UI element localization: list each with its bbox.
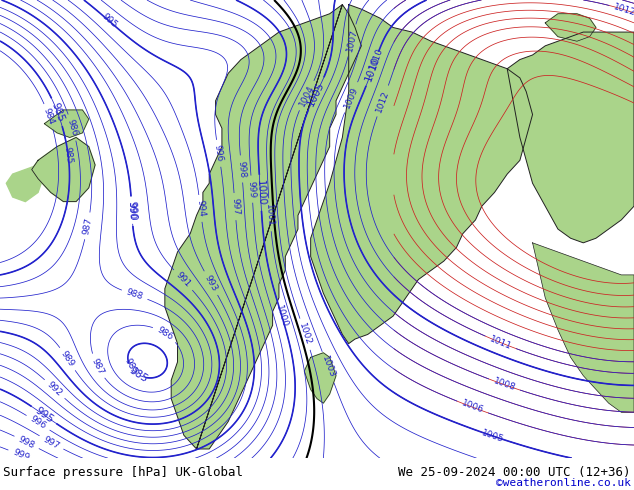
Text: 1001: 1001 [264,203,275,227]
Text: 1012: 1012 [613,2,634,18]
Text: Surface pressure [hPa] UK-Global: Surface pressure [hPa] UK-Global [3,466,243,479]
Text: 998: 998 [17,435,36,450]
Text: 985: 985 [127,365,150,384]
Text: 1012: 1012 [375,89,391,113]
Text: 1008: 1008 [492,377,517,393]
Text: 998: 998 [236,160,247,178]
Text: ©weatheronline.co.uk: ©weatheronline.co.uk [496,478,631,489]
Text: 1000: 1000 [255,179,266,206]
Text: 1005: 1005 [481,428,505,444]
Text: We 25-09-2024 00:00 UTC (12+36): We 25-09-2024 00:00 UTC (12+36) [398,466,631,479]
Polygon shape [545,14,596,41]
Text: 1003: 1003 [320,355,337,380]
Text: 999: 999 [247,180,257,198]
Polygon shape [32,138,95,201]
Polygon shape [507,32,634,243]
Text: 1010: 1010 [363,55,382,83]
Polygon shape [311,4,533,343]
Polygon shape [165,4,361,449]
Text: 988: 988 [125,288,145,302]
Polygon shape [533,243,634,413]
Text: 987: 987 [82,217,94,235]
Polygon shape [6,165,44,201]
Text: 986: 986 [155,325,175,342]
Text: 990: 990 [127,201,137,219]
Text: 996: 996 [213,144,224,163]
Polygon shape [596,37,621,50]
Text: 997: 997 [230,197,240,216]
Text: 1004: 1004 [297,83,316,108]
Text: 995: 995 [100,12,119,30]
Text: 1007: 1007 [345,28,359,52]
Text: 996: 996 [29,415,48,431]
Text: 999: 999 [11,448,30,463]
Text: 1005: 1005 [306,80,327,108]
Text: 995: 995 [33,405,55,425]
Text: 985: 985 [49,101,65,123]
Text: 984: 984 [42,107,56,126]
Text: 985: 985 [122,357,138,376]
Polygon shape [44,110,89,138]
Text: 987: 987 [89,357,105,376]
Text: 992: 992 [45,380,64,398]
Text: 989: 989 [59,349,76,368]
Text: 1000: 1000 [275,304,290,329]
Text: 1011: 1011 [488,334,513,351]
Text: 985: 985 [63,146,74,164]
Text: 997: 997 [42,435,61,451]
Text: 990: 990 [126,201,138,221]
Text: 993: 993 [203,273,219,293]
Text: 986: 986 [66,118,79,137]
Text: 991: 991 [174,270,192,290]
Text: 1010: 1010 [368,46,384,71]
Text: 994: 994 [195,199,206,218]
Text: 1002: 1002 [297,322,313,346]
Polygon shape [304,353,336,403]
Text: 1009: 1009 [342,85,359,110]
Text: 1006: 1006 [460,399,485,416]
